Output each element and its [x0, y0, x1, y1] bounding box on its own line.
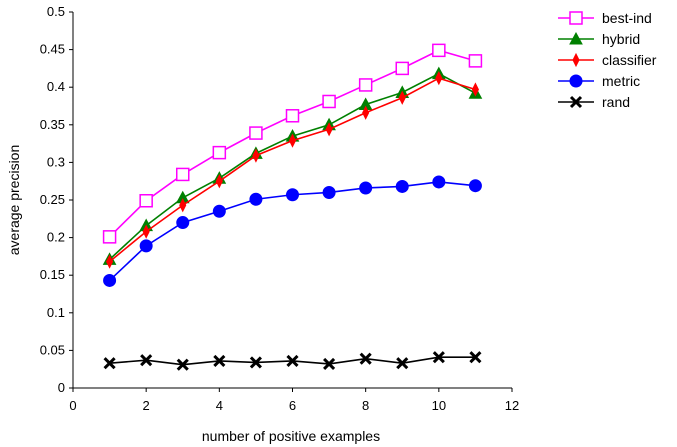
x-tick-label: 2 [143, 398, 150, 413]
y-tick-label: 0.5 [47, 4, 65, 19]
data-point-metric [139, 239, 153, 253]
data-point-rand [176, 358, 189, 371]
data-point-best-ind [212, 145, 227, 160]
data-point-best-ind [432, 43, 446, 58]
series-best-ind [102, 43, 483, 244]
series-hybrid [102, 66, 483, 265]
series-rand [103, 351, 482, 371]
y-axis-ticks: 0 0.05 0.1 0.15 0.2 0.25 0.3 0.35 0.4 0.45 0.5 [40, 4, 73, 395]
data-point-classifier [179, 198, 187, 213]
data-point-rand [432, 351, 445, 364]
legend-marker-metric [569, 74, 583, 88]
x-tick-label: 10 [432, 398, 446, 413]
data-point-best-ind [176, 167, 190, 182]
legend-marker-rand [569, 95, 583, 109]
data-point-rand [469, 351, 482, 364]
legend-label: rand [602, 94, 630, 110]
data-point-classifier [252, 148, 260, 163]
legend-label: best-ind [602, 10, 652, 26]
x-tick-label: 6 [289, 398, 296, 413]
legend-label: hybrid [602, 31, 640, 47]
legend: best-ind hybrid classifier metric rand [558, 10, 657, 110]
data-point-metric [359, 181, 373, 195]
data-point-rand [103, 357, 116, 370]
data-point-metric [249, 192, 263, 206]
x-tick-label: 4 [216, 398, 223, 413]
data-point-rand [359, 352, 372, 365]
legend-entry-classifier: classifier [558, 52, 657, 68]
data-point-classifier [471, 82, 479, 97]
data-point-best-ind [358, 78, 373, 92]
data-point-rand [249, 356, 262, 369]
series-classifier [106, 71, 479, 269]
x-tick-label: 12 [505, 398, 519, 413]
data-point-classifier [435, 71, 443, 86]
y-tick-label: 0.4 [47, 79, 65, 94]
data-point-metric [103, 273, 117, 287]
data-point-classifier [325, 122, 333, 137]
data-point-classifier [288, 133, 297, 148]
legend-label: metric [602, 73, 640, 89]
data-point-best-ind [395, 61, 409, 76]
data-point-rand [213, 354, 226, 367]
y-tick-label: 0.3 [47, 154, 65, 169]
y-tick-label: 0.25 [40, 192, 65, 207]
data-point-metric [322, 185, 336, 199]
plot-area: 0 2 4 6 8 10 12 00.050.10.150.20.250.30.350.40… [40, 4, 520, 413]
data-point-classifier [362, 105, 370, 120]
data-point-metric [395, 179, 409, 193]
legend-entry-hybrid: hybrid [558, 31, 640, 47]
legend-entry-best-ind: best-ind [558, 10, 652, 26]
data-point-rand [396, 357, 409, 370]
legend-marker-classifier [572, 52, 580, 68]
data-point-metric [212, 204, 226, 218]
legend-entry-rand: rand [558, 94, 630, 110]
y-tick-label: 0.45 [40, 42, 65, 57]
series-metric [103, 175, 482, 287]
data-point-metric [468, 179, 482, 193]
y-tick-label: 0 [58, 380, 65, 395]
data-point-metric [286, 188, 299, 202]
y-tick-label: 0.1 [47, 305, 65, 320]
data-point-best-ind [249, 126, 263, 140]
legend-label: classifier [602, 52, 657, 68]
data-point-metric [176, 216, 190, 230]
data-point-best-ind [139, 194, 153, 208]
x-tick-label: 0 [69, 398, 76, 413]
series-line-hybrid [109, 72, 476, 260]
data-point-metric [432, 175, 446, 189]
legend-entry-metric: metric [558, 73, 640, 89]
y-tick-label: 0.15 [40, 267, 65, 282]
data-point-classifier [215, 174, 223, 189]
legend-marker-best-ind [569, 11, 583, 25]
data-point-rand [286, 354, 299, 367]
data-point-rand [140, 354, 153, 367]
x-tick-label: 8 [362, 398, 369, 413]
y-tick-label: 0.2 [47, 230, 65, 245]
data-point-best-ind [102, 230, 117, 244]
data-point-best-ind [468, 54, 483, 68]
legend-marker-hybrid [569, 31, 583, 45]
y-axis-label: average precision [6, 145, 22, 256]
x-axis-label: number of positive examples [202, 428, 380, 444]
series-layer [102, 43, 483, 371]
data-point-best-ind [285, 109, 300, 123]
data-point-rand [323, 357, 336, 370]
data-point-best-ind [322, 94, 336, 109]
data-point-classifier [142, 224, 150, 239]
x-axis-ticks: 0 2 4 6 8 10 12 [69, 388, 519, 413]
y-tick-label: 0.35 [40, 117, 65, 132]
data-point-classifier [106, 254, 114, 269]
y-tick-label: 0.05 [40, 342, 65, 357]
data-point-classifier [398, 90, 406, 105]
